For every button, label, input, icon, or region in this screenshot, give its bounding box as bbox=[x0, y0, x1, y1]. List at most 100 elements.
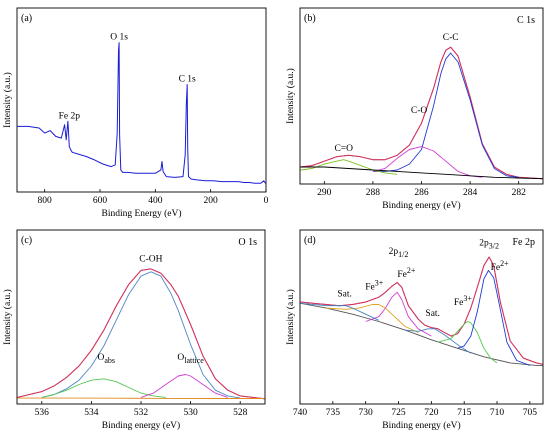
peak-annotation: C-C bbox=[443, 33, 459, 43]
x-tick-label: 705 bbox=[523, 408, 538, 418]
annotation-subscript: abs bbox=[104, 356, 115, 365]
series-line-c-o bbox=[372, 146, 483, 178]
peak-annotation: C 1s bbox=[179, 75, 196, 85]
annotation-text: C 1s bbox=[179, 75, 196, 85]
annotation-text: O 1s bbox=[110, 33, 128, 43]
series-line-background bbox=[300, 166, 543, 180]
y-axis-label: Intensity (a.u.) bbox=[2, 72, 13, 128]
annotation-subscript: 1/2 bbox=[398, 250, 408, 259]
series-line-sat-2p3-2 bbox=[405, 328, 472, 354]
x-tick-label: 600 bbox=[93, 196, 108, 206]
annotation-superscript: 2+ bbox=[407, 266, 416, 275]
peak-annotation: Fe3+ bbox=[454, 294, 473, 308]
panel-d: 740 735 730 725 720 715 710 705 Binding energy (… bbox=[285, 229, 544, 431]
peak-annotation: Fe3+ bbox=[365, 278, 384, 292]
annotation-subscript: 3/2 bbox=[489, 241, 499, 250]
panel-label: (b) bbox=[304, 13, 316, 24]
peak-annotation: Fe 2p bbox=[59, 111, 81, 121]
panel-label: (a) bbox=[21, 13, 32, 24]
x-axis-label: Binding Energy (eV) bbox=[101, 208, 181, 219]
x-tick-label: 800 bbox=[38, 196, 53, 206]
y-axis-label: Intensity (a.u.) bbox=[2, 289, 13, 345]
series-line-fe3plus-2p1-2 bbox=[326, 304, 419, 333]
peak-annotation: Sat. bbox=[337, 290, 352, 300]
x-tick-label: 284 bbox=[463, 188, 478, 198]
annotation-text: C-C bbox=[443, 33, 459, 43]
annotation-text: Sat. bbox=[337, 290, 352, 300]
series-line-survey bbox=[17, 42, 266, 184]
x-tick-label: 536 bbox=[35, 408, 50, 418]
peak-annotation: 2p3/2 bbox=[479, 238, 499, 250]
series-line-sat-2p1-2 bbox=[300, 302, 379, 321]
series-line-c-c bbox=[372, 52, 519, 178]
series-line-measured bbox=[17, 268, 265, 400]
series-line-envelope bbox=[300, 256, 543, 365]
x-axis-label: Binding energy (eV) bbox=[382, 420, 460, 431]
annotation-superscript: 2+ bbox=[500, 259, 509, 268]
x-axis-label: Binding energy (eV) bbox=[102, 420, 180, 431]
x-tick-label: 532 bbox=[134, 408, 149, 418]
x-tick-label: 282 bbox=[512, 188, 527, 198]
annotation-text: Sat. bbox=[425, 309, 440, 319]
x-tick-label: 530 bbox=[183, 408, 198, 418]
panel-label: (c) bbox=[21, 235, 32, 246]
x-tick-label: 200 bbox=[204, 196, 219, 206]
x-axis-label: Binding energy (eV) bbox=[382, 200, 460, 211]
x-tick-label: 720 bbox=[424, 408, 439, 418]
x-tick-label: 735 bbox=[326, 408, 341, 418]
series-line-o-lattice bbox=[140, 374, 228, 398]
x-tick-label: 0 bbox=[264, 196, 269, 206]
y-axis-label: Intensity (a.u.) bbox=[285, 68, 296, 124]
x-tick-label: 286 bbox=[414, 188, 429, 198]
annotation-text: Fe bbox=[454, 298, 464, 308]
peak-annotation: Oabs bbox=[98, 353, 116, 365]
annotation-text: Fe bbox=[365, 282, 375, 292]
x-tick-label: 710 bbox=[490, 408, 505, 418]
series-line-c-o bbox=[300, 159, 398, 175]
peak-annotation: O 1s bbox=[110, 33, 128, 43]
panel-a: 800 600 400 200 0 Binding Energy (eV) Intensit… bbox=[2, 7, 269, 219]
annotation-text: Fe 2p bbox=[59, 111, 81, 121]
series-line-fe2plus-2p3-2 bbox=[457, 269, 531, 366]
x-tick-label: 528 bbox=[233, 408, 248, 418]
annotation-text: O bbox=[177, 353, 184, 363]
plot-frame bbox=[299, 7, 544, 185]
x-tick-label: 290 bbox=[317, 188, 332, 198]
annotation-superscript: 3+ bbox=[375, 278, 384, 287]
plot-frame bbox=[16, 7, 267, 193]
panel-title: Fe 2p bbox=[513, 237, 536, 248]
annotation-text: 2p bbox=[479, 238, 489, 248]
x-tick-label: 730 bbox=[359, 408, 374, 418]
series-line-fe3plus-2p3-2 bbox=[437, 321, 498, 364]
panel-label: (d) bbox=[304, 235, 316, 246]
annotation-text: C-OH bbox=[139, 255, 162, 265]
plot-frame bbox=[299, 229, 544, 405]
peak-annotation: Olattice bbox=[177, 353, 204, 365]
annotation-text: 2p bbox=[389, 247, 399, 257]
x-tick-label: 740 bbox=[293, 408, 308, 418]
series-line-c-oh bbox=[41, 271, 241, 399]
series-line-background bbox=[300, 302, 543, 366]
series-line-o-abs bbox=[41, 378, 166, 398]
annotation-superscript: 3+ bbox=[463, 294, 472, 303]
annotation-text: Fe bbox=[491, 263, 501, 273]
x-tick-label: 288 bbox=[366, 188, 381, 198]
x-tick-label: 715 bbox=[457, 408, 472, 418]
peak-annotation: 2p1/2 bbox=[389, 247, 409, 259]
x-tick-label: 534 bbox=[84, 408, 99, 418]
panel-title: O 1s bbox=[238, 237, 257, 248]
peak-annotation: C-O bbox=[411, 106, 428, 116]
y-axis-label: Intensity (a.u.) bbox=[285, 289, 296, 345]
x-tick-label: 725 bbox=[391, 408, 406, 418]
annotation-text: C-O bbox=[411, 106, 428, 116]
annotation-text: C=O bbox=[334, 144, 353, 154]
annotation-text: O bbox=[98, 353, 105, 363]
peak-annotation: Sat. bbox=[425, 309, 440, 319]
x-tick-label: 400 bbox=[148, 196, 163, 206]
series-line-envelope bbox=[300, 46, 543, 180]
series-line-envelope bbox=[17, 268, 265, 400]
annotation-subscript: lattice bbox=[184, 356, 204, 365]
panel-title: C 1s bbox=[517, 15, 535, 26]
annotation-text: Fe bbox=[397, 270, 407, 280]
